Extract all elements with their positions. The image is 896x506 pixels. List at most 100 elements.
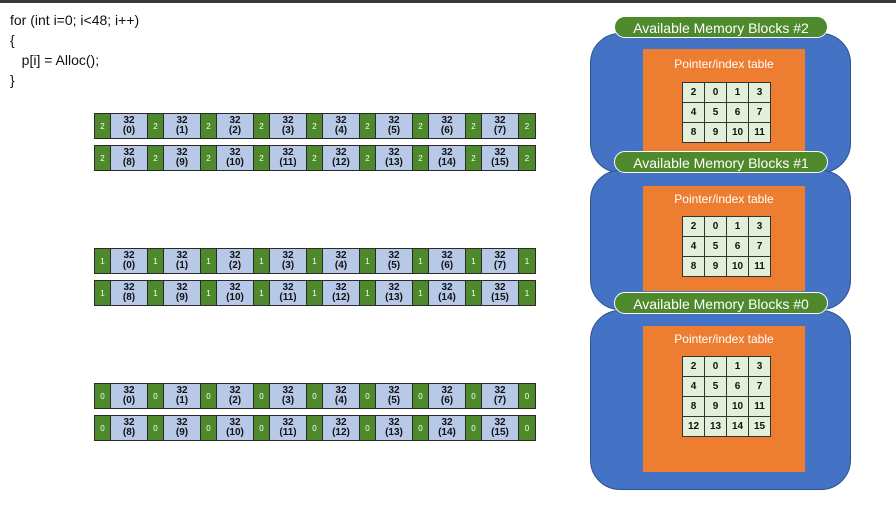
block-size: 32: [335, 417, 347, 428]
table-cell: 4: [683, 103, 705, 123]
memory-row: 1 32 (0) 1 32 (1) 1 32 (2) 1 32 (3) 1 32 (4) 1 32 (5) 1 32(…: [94, 248, 536, 274]
block-header: 0: [95, 416, 111, 440]
table-cell: 5: [705, 237, 727, 257]
table-title: Pointer/index table: [674, 57, 774, 71]
table-cell: 6: [727, 377, 749, 397]
block-index: (4): [334, 260, 348, 271]
memory-block: 32 (14): [429, 146, 466, 170]
memory-block: 32 (4): [323, 249, 360, 273]
block-header: 0: [307, 416, 323, 440]
block-index: (10): [226, 157, 244, 168]
block-index: (9): [175, 157, 189, 168]
block-size: 32: [441, 147, 453, 158]
block-size: 32: [176, 417, 188, 428]
memory-row: 2 32 (0) 2 32 (1) 2 32 (2) 2 32 (3) 2 32 (4) 2 32 (5) 2 32(…: [94, 113, 536, 139]
block-header: 2: [201, 114, 217, 138]
block-size: 32: [229, 282, 241, 293]
block-index: (12): [332, 292, 350, 303]
block-size: 32: [335, 282, 347, 293]
memory-block: 32 (1): [164, 384, 201, 408]
block-size: 32: [282, 115, 294, 126]
block-index: (4): [334, 125, 348, 136]
table-cell: 11: [749, 397, 771, 417]
block-index: (3): [281, 395, 295, 406]
block-index: (15): [491, 292, 509, 303]
table-cell: 10: [727, 123, 749, 143]
block-header: 0: [360, 416, 376, 440]
block-size: 32: [282, 385, 294, 396]
table-cell: 2: [683, 83, 705, 103]
block-index: (7): [493, 125, 507, 136]
block-index: (1): [175, 395, 189, 406]
block-size: 32: [229, 385, 241, 396]
memory-block: 32 (2): [217, 384, 254, 408]
block-header: 1: [360, 249, 376, 273]
block-index: (7): [493, 395, 507, 406]
block-header: 1: [307, 281, 323, 305]
table-cell: 4: [683, 377, 705, 397]
table-cell: 9: [705, 397, 727, 417]
block-header: 1: [254, 249, 270, 273]
block-header: 0: [95, 384, 111, 408]
block-header: 2: [148, 114, 164, 138]
memory-block: 32 (4): [323, 384, 360, 408]
block-size: 32: [176, 385, 188, 396]
pool-label: Available Memory Blocks #2: [614, 16, 828, 38]
block-size: 32: [282, 417, 294, 428]
block-index: (8): [122, 427, 136, 438]
block-size: 32: [494, 147, 506, 158]
table-cell: 2: [683, 357, 705, 377]
block-size: 32: [494, 417, 506, 428]
table-cell: 13: [705, 417, 727, 437]
block-index: (5): [387, 260, 401, 271]
memory-block: 32 (6): [429, 384, 466, 408]
block-index: (0): [122, 260, 136, 271]
memory-block: 32 (15): [482, 416, 519, 440]
table-cell: 6: [727, 103, 749, 123]
memory-block: 32 (7): [482, 249, 519, 273]
memory-block: 32 (10): [217, 146, 254, 170]
block-size: 32: [123, 282, 135, 293]
block-size: 32: [494, 250, 506, 261]
block-size: 32: [229, 250, 241, 261]
block-size: 32: [441, 250, 453, 261]
table-cell: 0: [705, 217, 727, 237]
block-header: 0: [201, 384, 217, 408]
memory-block: 32 (4): [323, 114, 360, 138]
table-cell: 0: [705, 357, 727, 377]
memory-block: 32 (12): [323, 146, 360, 170]
block-header: 1: [148, 249, 164, 273]
block-index: (14): [438, 427, 456, 438]
block-size: 32: [123, 115, 135, 126]
block-header: 1: [519, 249, 535, 273]
block-size: 32: [494, 115, 506, 126]
block-header: 0: [519, 416, 535, 440]
memory-row: 2 32 (8) 2 32 (9) 2 32 (10) 2 32 (11) 2 32 (12) 2 32 (13)…: [94, 145, 536, 171]
block-index: (5): [387, 125, 401, 136]
block-header: 0: [466, 384, 482, 408]
memory-block: 32 (3): [270, 384, 307, 408]
table-cell: 1: [727, 217, 749, 237]
block-index: (11): [279, 157, 297, 168]
table-cell: 4: [683, 237, 705, 257]
block-size: 32: [123, 417, 135, 428]
memory-block: 32 (2): [217, 114, 254, 138]
table-cell: 10: [727, 397, 749, 417]
pool-label: Available Memory Blocks #1: [614, 151, 828, 173]
memory-block: 32 (6): [429, 114, 466, 138]
block-index: (2): [228, 395, 242, 406]
block-size: 32: [494, 282, 506, 293]
block-header: 2: [148, 146, 164, 170]
memory-block: 32 (6): [429, 249, 466, 273]
block-index: (9): [175, 292, 189, 303]
memory-block: 32 (11): [270, 416, 307, 440]
top-border: [0, 0, 896, 3]
memory-block: 32 (0): [111, 384, 148, 408]
memory-row: 0 32 (8) 0 32 (9) 0 32 (10) 0 32 (11) 0 32 (12) 0 32 (13)…: [94, 415, 536, 441]
memory-block: 32 (3): [270, 249, 307, 273]
table-cell: 12: [683, 417, 705, 437]
table-cell: 0: [705, 83, 727, 103]
pointer-index-table: 2 0 1 3 4 5 6 7 8 9 10 11: [682, 216, 771, 277]
table-cell: 8: [683, 123, 705, 143]
memory-block: 32 (11): [270, 281, 307, 305]
